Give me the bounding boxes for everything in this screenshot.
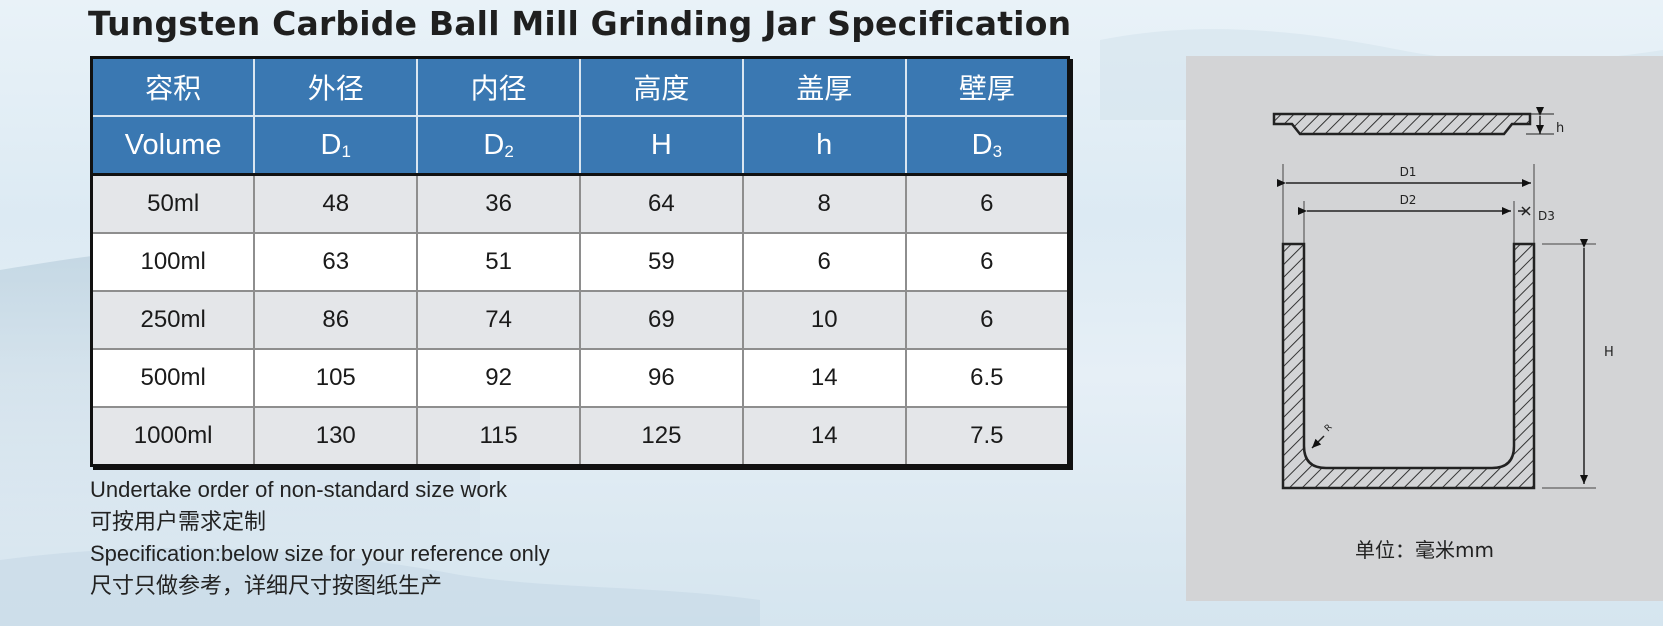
header-cn-d1: 外径	[253, 56, 419, 116]
table-row: 50ml 48 36 64 8 6	[90, 173, 1070, 234]
unit-label: 单位：毫米mm	[1355, 538, 1494, 562]
page-title: Tungsten Carbide Ball Mill Grinding Jar …	[88, 4, 1072, 43]
table-cell: 48	[253, 173, 419, 234]
header-cn-volume: 容积	[90, 56, 256, 116]
header-row-cn: 容积 外径 内径 高度 盖厚 壁厚	[90, 56, 1070, 116]
table-cell: 1000ml	[90, 406, 256, 467]
header-en-d1: D1	[253, 115, 419, 176]
table-cell: 7.5	[904, 406, 1070, 467]
header-en-volume: Volume	[90, 115, 256, 176]
d1-label: D1	[1400, 165, 1417, 179]
header-cn-d2: 内径	[416, 56, 581, 116]
note-line: Specification:below size for your refere…	[90, 541, 550, 566]
table-cell: 86	[253, 290, 419, 350]
table-cell: 74	[416, 290, 581, 350]
header-en-wall: D3	[904, 115, 1070, 176]
header-cn-wall: 壁厚	[904, 56, 1070, 116]
table-row: 1000ml 130 115 125 14 7.5	[90, 406, 1070, 467]
height-label: H	[1604, 345, 1614, 360]
table-cell: 125	[578, 406, 744, 467]
table-cell: 6	[904, 232, 1070, 292]
table-cell: 8	[741, 173, 907, 234]
table-cell: 14	[741, 348, 907, 408]
spec-table: 容积 外径 内径 高度 盖厚 壁厚 Volume D1 D2 H h D3 50…	[90, 56, 1070, 467]
table-row: 250ml 86 74 69 10 6	[90, 290, 1070, 350]
header-row-en: Volume D1 D2 H h D3	[90, 115, 1070, 176]
table-cell: 50ml	[90, 173, 256, 234]
note-line: 尺寸只做参考，详细尺寸按图纸生产	[90, 573, 443, 598]
note-line: 可按用户需求定制	[90, 509, 267, 534]
jar-drawing: h D1 D2 D3 R H	[1272, 107, 1614, 490]
table-cell: 6	[904, 173, 1070, 234]
header-cn-height: 高度	[578, 56, 744, 116]
table-cell: 63	[253, 232, 419, 292]
table-cell: 250ml	[90, 290, 256, 350]
table-cell: 51	[416, 232, 581, 292]
table-cell: 6	[741, 232, 907, 292]
header-en-height: H	[578, 115, 744, 176]
table-cell: 96	[578, 348, 744, 408]
header-en-lid: h	[741, 115, 907, 176]
table-cell: 105	[253, 348, 419, 408]
header-en-d2: D2	[416, 115, 581, 176]
table-cell: 36	[416, 173, 581, 234]
radius-label: R	[1323, 423, 1335, 435]
lid-shape	[1272, 112, 1532, 136]
table-cell: 69	[578, 290, 744, 350]
table-cell: 500ml	[90, 348, 256, 408]
note-line: Undertake order of non-standard size wor…	[90, 477, 507, 502]
d3-label: D3	[1538, 209, 1555, 223]
table-cell: 92	[416, 348, 581, 408]
table-cell: 6	[904, 290, 1070, 350]
h-label: h	[1556, 121, 1564, 136]
table-cell: 6.5	[904, 348, 1070, 408]
d2-label: D2	[1400, 193, 1417, 207]
table-cell: 100ml	[90, 232, 256, 292]
table-row: 100ml 63 51 59 6 6	[90, 232, 1070, 292]
table-cell: 59	[578, 232, 744, 292]
table-cell: 115	[416, 406, 581, 467]
table-cell: 64	[578, 173, 744, 234]
table-cell: 14	[741, 406, 907, 467]
header-cn-lid: 盖厚	[741, 56, 907, 116]
table-cell: 10	[741, 290, 907, 350]
table-row: 500ml 105 92 96 14 6.5	[90, 348, 1070, 408]
radius-arrow	[1311, 435, 1325, 449]
notes: Undertake order of non-standard size wor…	[90, 474, 550, 602]
table-cell: 130	[253, 406, 419, 467]
jar-body-shape	[1281, 242, 1536, 490]
jar-diagram: h D1 D2 D3 R H 单位：毫米mm	[1186, 56, 1663, 601]
